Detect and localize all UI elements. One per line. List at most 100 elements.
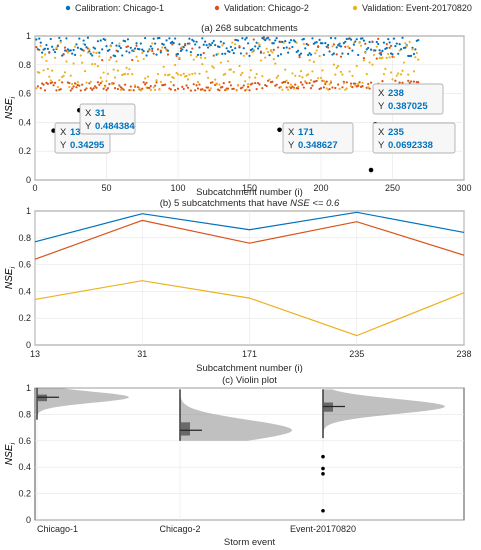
scatter-point — [317, 77, 320, 80]
scatter-point — [209, 44, 212, 47]
scatter-point — [65, 60, 68, 63]
scatter-point — [55, 46, 58, 50]
scatter-point — [248, 54, 251, 57]
scatter-point — [369, 48, 373, 51]
scatter-point — [368, 87, 371, 90]
scatter-point — [226, 87, 230, 90]
scatter-point — [317, 45, 320, 48]
y-axis-label-subscript: i — [10, 267, 17, 269]
scatter-point — [139, 89, 142, 92]
legend-label: Validation: Event-20170820 — [362, 3, 472, 13]
scatter-point — [49, 37, 52, 41]
scatter-point — [42, 83, 45, 86]
scatter-point — [328, 50, 331, 53]
panel-c-violin: 0 0.2 0.4 0.6 0.8 1 Chicago-1 Chicago-2 Event-20… — [4, 375, 465, 548]
scatter-point — [236, 84, 240, 87]
violin-outlier — [321, 508, 325, 513]
violin-shape — [323, 389, 445, 439]
scatter-point — [348, 37, 351, 40]
violin-outlier — [321, 466, 325, 471]
scatter-point — [331, 45, 334, 48]
scatter-point — [99, 76, 102, 79]
scatter-point — [85, 87, 88, 90]
scatter-point — [149, 84, 152, 88]
scatter-point — [175, 71, 178, 75]
scatter-point — [294, 83, 297, 86]
scatter-point — [246, 85, 250, 89]
scatter-point — [63, 46, 67, 49]
scatter-point — [85, 46, 88, 49]
scatter-point — [53, 51, 57, 54]
scatter-point — [82, 49, 85, 52]
scatter-point — [83, 70, 87, 73]
scatter-point — [105, 45, 108, 48]
scatter-point — [328, 88, 331, 91]
scatter-point — [229, 45, 233, 49]
scatter-point — [258, 43, 261, 46]
scatter-point — [417, 38, 420, 42]
scatter-point — [191, 72, 194, 76]
scatter-point — [259, 59, 263, 62]
scatter-point — [404, 42, 407, 45]
scatter-point — [332, 63, 335, 66]
scatter-point — [93, 62, 97, 66]
scatter-point — [39, 44, 42, 48]
scatter-point — [264, 56, 267, 59]
scatter-point — [102, 87, 105, 90]
scatter-point — [164, 46, 167, 49]
scatter-point — [91, 88, 94, 91]
scatter-point — [35, 38, 38, 41]
scatter-point — [224, 52, 227, 55]
scatter-point — [357, 83, 360, 86]
scatter-point — [154, 88, 157, 92]
scatter-point — [289, 86, 293, 90]
scatter-point — [76, 46, 79, 49]
scatter-point — [335, 66, 338, 69]
scatter-point — [108, 58, 111, 61]
scatter-point — [234, 47, 237, 50]
scatter-point — [309, 87, 313, 90]
scatter-point — [414, 48, 417, 51]
scatter-point — [131, 73, 134, 76]
scatter-point — [189, 54, 192, 57]
scatter-point — [291, 45, 294, 49]
scatter-point — [368, 40, 371, 44]
scatter-point — [279, 53, 283, 56]
scatter-point — [271, 80, 274, 83]
scatter-point — [387, 37, 390, 41]
y-tick-label: 0.8 — [18, 409, 31, 419]
scatter-point — [195, 84, 198, 87]
scatter-point — [344, 40, 347, 43]
scatter-point — [38, 48, 41, 52]
scatter-point — [109, 45, 112, 48]
y-tick-label: 1 — [26, 206, 31, 216]
scatter-point — [368, 61, 371, 64]
scatter-point — [89, 52, 92, 55]
scatter-point — [211, 81, 214, 84]
scatter-point — [242, 54, 245, 57]
scatter-point — [169, 88, 172, 91]
scatter-point — [108, 82, 111, 86]
scatter-point — [111, 41, 114, 45]
scatter-point — [182, 46, 185, 49]
scatter-point — [42, 69, 45, 72]
scatter-point — [78, 84, 81, 87]
scatter-point — [231, 41, 234, 44]
scatter-point — [382, 41, 386, 44]
datatip-y-label: Y — [60, 140, 67, 151]
scatter-point — [218, 45, 221, 49]
scatter-point — [232, 70, 235, 74]
scatter-point — [398, 49, 401, 52]
scatter-point — [158, 88, 161, 91]
scatter-point — [382, 72, 386, 76]
scatter-point — [38, 37, 41, 40]
scatter-point — [269, 48, 273, 52]
scatter-point — [379, 51, 383, 54]
scatter-point — [325, 80, 328, 83]
scatter-point — [149, 45, 152, 48]
scatter-point — [401, 36, 404, 39]
scatter-point — [164, 73, 167, 76]
scatter-point — [298, 53, 301, 57]
panel-a-scatter: 0 0.2 0.4 0.6 0.8 1 0 50 100 150 200 250 300 (a) 268 … — [4, 23, 472, 198]
